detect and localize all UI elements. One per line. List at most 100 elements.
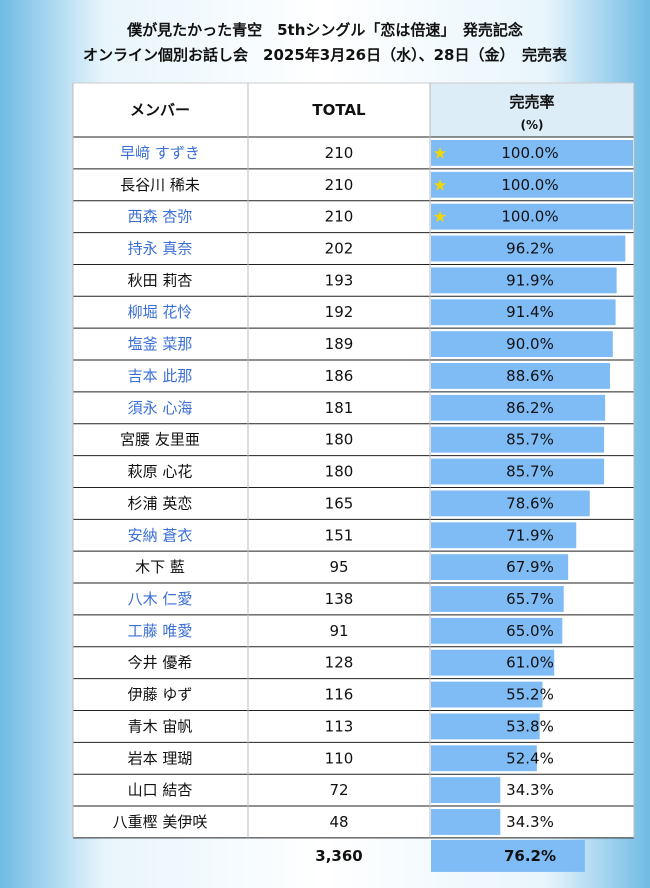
col-header: TOTAL (312, 101, 366, 119)
rate-bar (431, 522, 577, 549)
total: 210 (325, 144, 354, 162)
total: 95 (329, 558, 348, 576)
rate-label: 55.2% (506, 686, 554, 704)
rate-label: 78.6% (506, 494, 554, 512)
rate-bar (431, 426, 605, 453)
total: 48 (329, 813, 348, 831)
rate-label: 52.4% (506, 749, 554, 767)
rate-bar (431, 394, 606, 421)
rate-label: 71.9% (506, 526, 554, 544)
col-header: メンバー (130, 101, 190, 119)
member-name: 岩本 理瑚 (128, 749, 193, 767)
member-name: 吉本 此那 (128, 367, 193, 385)
title-line: 僕が見たかった青空 5thシングル「恋は倍速」 発売記念 (126, 21, 523, 39)
member-name: 長谷川 稀未 (120, 176, 200, 194)
rate-label: 91.4% (506, 303, 554, 321)
member-name: 早﨑 すずき (120, 144, 200, 162)
total: 128 (325, 654, 354, 672)
rate-bar (431, 299, 616, 326)
rate-label: 88.6% (506, 367, 554, 385)
member-name: 伊藤 ゆず (128, 686, 193, 704)
member-name: 萩原 心花 (128, 463, 193, 481)
rate-label: 100.0% (501, 208, 558, 226)
rate-label: 65.7% (506, 590, 554, 608)
total: 180 (325, 463, 354, 481)
rate-label: 91.9% (506, 271, 554, 289)
member-name: 杉浦 英恋 (128, 494, 193, 512)
rate-label: 34.3% (506, 813, 554, 831)
member-name: 須永 心海 (128, 399, 193, 417)
rate-label: 96.2% (506, 240, 554, 258)
rate-label: 67.9% (506, 558, 554, 576)
rate-bar (431, 458, 605, 485)
rate-bar (431, 745, 537, 772)
rate-label: 53.8% (506, 717, 554, 735)
footer-rate: 76.2% (504, 847, 556, 865)
rate-bar (431, 586, 564, 612)
star-icon: ★ (433, 175, 447, 194)
member-name: 八重樫 美伊咲 (113, 813, 208, 831)
star-icon: ★ (433, 207, 447, 226)
total: 165 (325, 494, 354, 512)
rate-bar (431, 617, 563, 644)
rate-bar (431, 140, 633, 166)
member-name: 西森 杏弥 (128, 208, 193, 226)
total: 210 (325, 208, 354, 226)
rate-bar (431, 203, 633, 230)
member-name: 青木 宙帆 (128, 717, 193, 735)
rate-bar (431, 839, 585, 872)
total: 210 (325, 176, 354, 194)
member-name: 宮腰 友里亜 (120, 431, 200, 449)
total: 192 (325, 303, 354, 321)
member-name: 木下 藍 (135, 558, 185, 576)
col-header-unit: (%) (521, 118, 544, 132)
total: 186 (325, 367, 354, 385)
member-name: 柳堀 花怜 (128, 303, 193, 321)
total: 180 (325, 431, 354, 449)
star-icon: ★ (433, 143, 447, 162)
total: 110 (325, 749, 354, 767)
title-line: オンライン個別お話し会 2025年3月26日（水）、28日（金） 完売表 (83, 46, 568, 64)
total: 91 (329, 622, 348, 640)
total: 189 (325, 335, 354, 353)
rate-bar (431, 649, 555, 676)
rate-bar (431, 363, 610, 389)
rate-label: 85.7% (506, 463, 554, 481)
rate-header-bg (430, 83, 634, 137)
rate-bar (431, 235, 626, 262)
member-name: 山口 結杏 (128, 781, 193, 799)
total: 113 (325, 717, 354, 735)
rate-label: 100.0% (501, 176, 558, 194)
member-name: 持永 真奈 (128, 240, 193, 258)
total: 193 (325, 271, 354, 289)
rate-bar (431, 331, 613, 358)
total: 72 (329, 781, 348, 799)
rate-label: 85.7% (506, 431, 554, 449)
rate-bar (431, 809, 501, 835)
member-name: 安納 蒼衣 (128, 526, 193, 544)
rate-label: 86.2% (506, 399, 554, 417)
member-name: 今井 優希 (128, 654, 193, 672)
rate-label: 90.0% (506, 335, 554, 353)
rate-label: 34.3% (506, 781, 554, 799)
rate-label: 100.0% (501, 144, 558, 162)
rate-bar (431, 777, 501, 804)
rate-bar (431, 171, 633, 198)
total: 151 (325, 526, 354, 544)
member-name: 八木 仁愛 (128, 590, 193, 608)
total: 138 (325, 590, 354, 608)
member-name: 秋田 莉杏 (128, 271, 193, 289)
total: 202 (325, 240, 354, 258)
rate-label: 61.0% (506, 654, 554, 672)
rate-bar (431, 554, 569, 581)
rate-bar (431, 490, 590, 517)
member-name: 工藤 唯愛 (128, 622, 193, 640)
rate-bar (431, 681, 543, 708)
rate-bar (431, 267, 617, 294)
rate-bar (431, 713, 540, 740)
footer-total: 3,360 (315, 847, 362, 865)
total: 181 (325, 399, 354, 417)
rate-label: 65.0% (506, 622, 554, 640)
col-header: 完売率 (509, 93, 554, 111)
